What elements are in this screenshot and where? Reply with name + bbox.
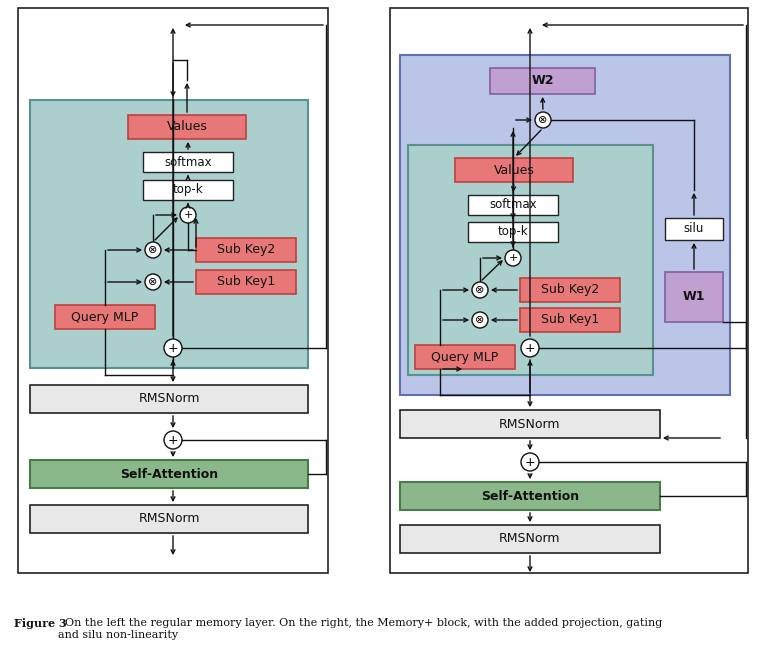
Bar	[18, 8, 328, 573]
Bar	[400, 410, 660, 438]
Bar	[30, 100, 308, 368]
Bar	[468, 195, 558, 215]
Circle shape	[521, 339, 539, 357]
Text: RMSNorm: RMSNorm	[138, 512, 200, 526]
Text: W1: W1	[683, 290, 705, 304]
Circle shape	[505, 250, 521, 266]
Bar	[128, 115, 246, 139]
Text: Sub Key1: Sub Key1	[541, 314, 599, 326]
Text: Query MLP: Query MLP	[71, 310, 139, 324]
Bar	[665, 272, 723, 322]
Bar	[490, 68, 595, 94]
Text: Self-Attention: Self-Attention	[120, 467, 218, 481]
Bar	[520, 308, 620, 332]
Text: ⊗: ⊗	[475, 315, 485, 325]
Text: On the left the regular memory layer. On the right, the Memory+ block, with the : On the left the regular memory layer. On…	[58, 618, 662, 640]
Text: silu: silu	[684, 223, 704, 235]
Text: ⊗: ⊗	[148, 277, 157, 287]
Text: Sub Key1: Sub Key1	[217, 276, 275, 288]
Text: Values: Values	[167, 121, 207, 133]
Bar	[455, 158, 573, 182]
Text: Sub Key2: Sub Key2	[217, 243, 275, 257]
Text: W2: W2	[531, 74, 554, 88]
Bar	[390, 8, 748, 573]
Bar	[408, 145, 653, 375]
Circle shape	[145, 274, 161, 290]
Text: Sub Key2: Sub Key2	[541, 284, 599, 296]
Bar	[400, 525, 660, 553]
Circle shape	[521, 453, 539, 471]
Text: ⊗: ⊗	[148, 245, 157, 255]
Bar	[143, 180, 233, 200]
Circle shape	[472, 312, 488, 328]
Bar	[55, 305, 155, 329]
Text: Figure 3: Figure 3	[14, 618, 67, 629]
Text: RMSNorm: RMSNorm	[499, 418, 561, 430]
Text: +: +	[167, 434, 178, 446]
Bar	[520, 278, 620, 302]
Text: top-k: top-k	[498, 225, 528, 239]
Circle shape	[164, 339, 182, 357]
Circle shape	[180, 207, 196, 223]
Text: softmax: softmax	[164, 156, 212, 168]
Text: ⊗: ⊗	[538, 115, 548, 125]
Bar	[468, 222, 558, 242]
Text: RMSNorm: RMSNorm	[499, 532, 561, 546]
Bar	[196, 238, 296, 262]
Text: +: +	[525, 455, 535, 469]
Text: ⊗: ⊗	[475, 285, 485, 295]
Bar	[400, 55, 730, 395]
Circle shape	[145, 242, 161, 258]
Bar	[665, 218, 723, 240]
Circle shape	[535, 112, 551, 128]
Text: +: +	[167, 341, 178, 355]
Bar	[400, 482, 660, 510]
Text: top-k: top-k	[173, 184, 204, 196]
Text: Self-Attention: Self-Attention	[481, 489, 579, 503]
Bar	[415, 345, 515, 369]
Bar	[143, 152, 233, 172]
Bar	[30, 460, 308, 488]
Bar	[196, 270, 296, 294]
Text: Values: Values	[494, 164, 535, 176]
Text: softmax: softmax	[489, 198, 537, 211]
Bar	[30, 505, 308, 533]
Text: +: +	[508, 253, 518, 263]
Circle shape	[164, 431, 182, 449]
Text: +: +	[184, 210, 193, 220]
Bar	[30, 385, 308, 413]
Text: RMSNorm: RMSNorm	[138, 392, 200, 406]
Circle shape	[472, 282, 488, 298]
Text: Query MLP: Query MLP	[432, 351, 498, 363]
Text: +: +	[525, 341, 535, 355]
